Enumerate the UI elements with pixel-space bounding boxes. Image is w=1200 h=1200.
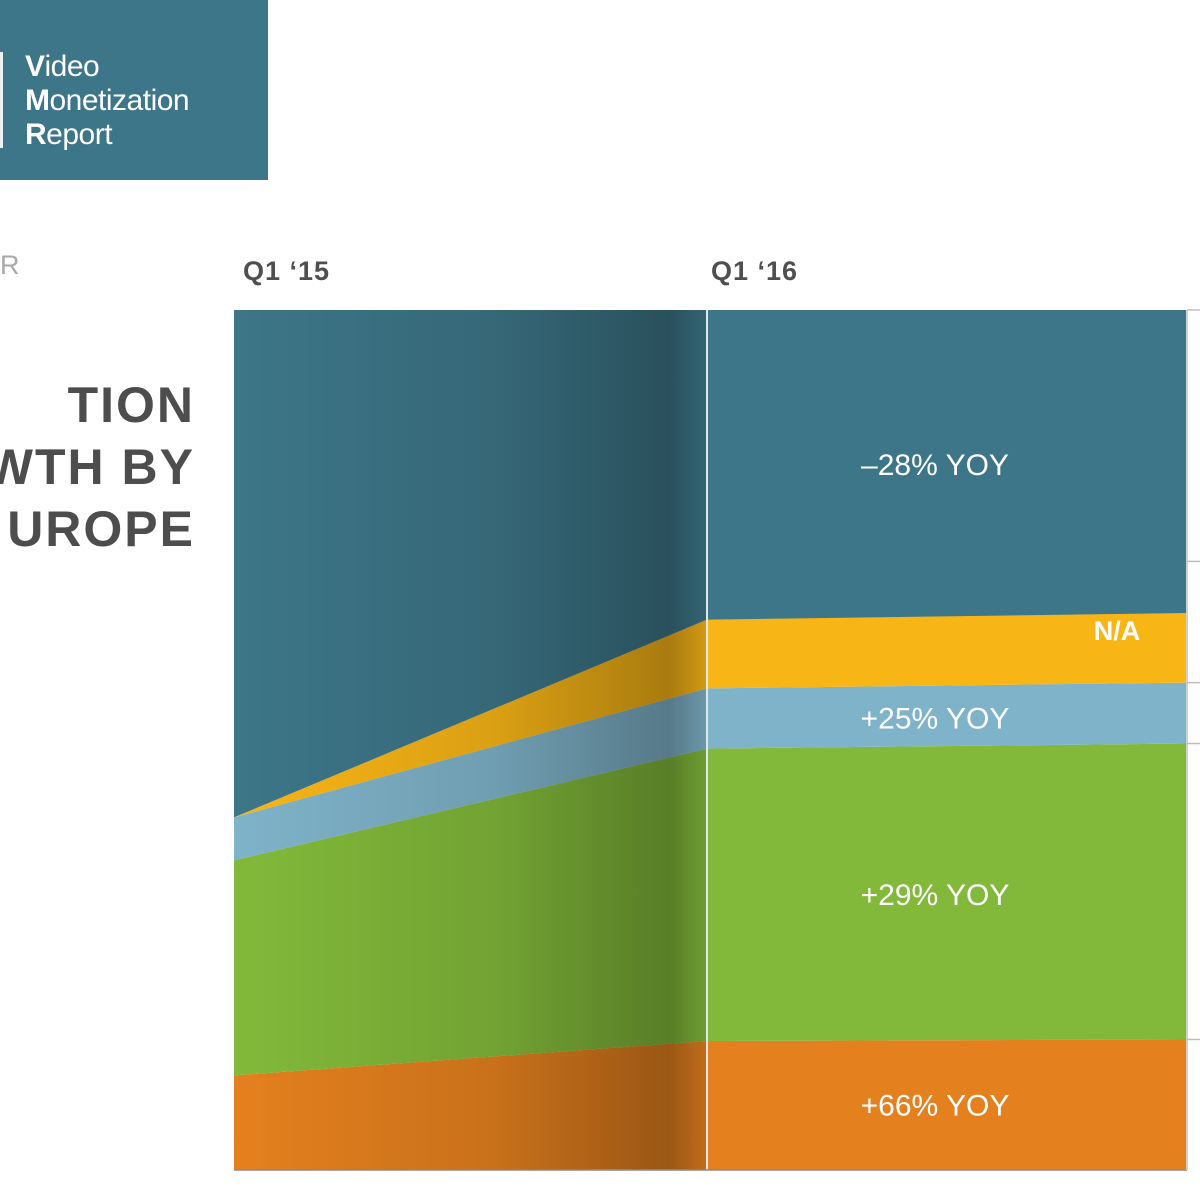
area-segment-q1-16-5 [707,310,1187,620]
data-label-1: +66% YOY [861,1090,1010,1123]
section-overline: R [0,250,22,280]
x-tick-label-q1-16: Q1 ‘16 [711,256,799,286]
area-segment-q1-16-3 [707,682,1187,749]
area-segment-q1-16-1 [707,1039,1187,1170]
area-segment-q1-16-2 [707,743,1187,1041]
headline-line-3: UROPE [7,501,195,557]
data-label-3: +25% YOY [861,703,1010,736]
segment-labels: +66% YOY +29% YOY +25% YOY N/A –28% YOY [861,449,1141,1123]
x-tick-label-q1-15: Q1 ‘15 [243,256,331,286]
headline-line-2: WTH BY [0,439,195,495]
fold-shadow [234,310,707,1170]
logo-line-monetization: Monetization [25,84,190,117]
logo-line-report: Report [25,118,113,151]
logo-line-video: Video [25,50,100,83]
report-logo: Video Monetization Report [0,0,268,180]
data-label-4: N/A [1094,616,1141,646]
fold-decoration [234,309,1200,1171]
data-label-5: –28% YOY [861,449,1009,482]
data-label-2: +29% YOY [861,879,1010,912]
headline-line-1: TION [67,377,195,433]
logo-accent-bar [0,52,3,148]
